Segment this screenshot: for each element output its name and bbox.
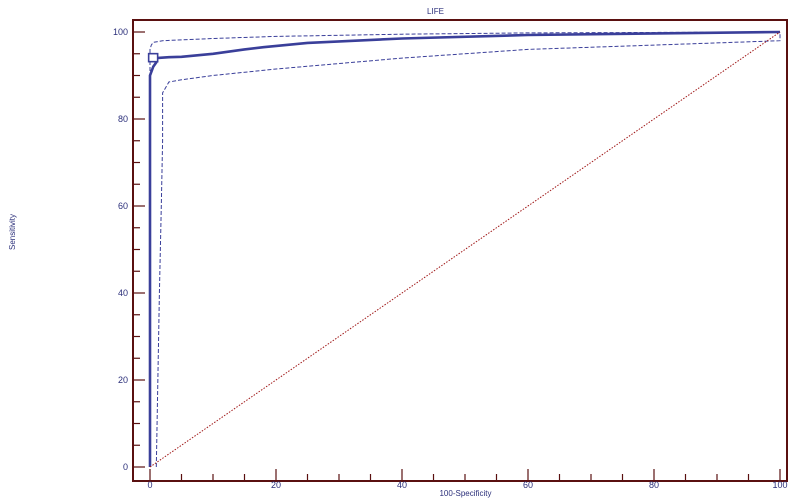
x-tick-label: 60 [523,480,533,490]
chart-title: LIFE [427,7,444,16]
optimal-point-marker [147,52,159,63]
y-tick-label: 60 [118,201,128,211]
x-tick-label: 40 [397,480,407,490]
x-tick-label: 20 [271,480,281,490]
marker-layer [147,52,159,63]
axis-ticks [133,31,781,481]
x-tick-label: 0 [147,480,152,490]
y-tick-label: 80 [118,114,128,124]
plot-frame [132,19,788,482]
series-reference [149,31,781,468]
tick-labels: 0 20 40 60 80 100 0 20 40 60 80 100 [113,27,788,490]
series-ci-lower [155,32,781,468]
series-layer [148,30,781,468]
x-tick-label: 100 [772,480,787,490]
y-tick-label: 40 [118,288,128,298]
y-tick-label: 20 [118,375,128,385]
y-tick-label: 0 [123,462,128,472]
series-roc [148,30,781,467]
y-axis-label: Sensitivity [8,213,17,250]
x-axis-label: 100-Specificity [439,489,492,498]
x-tick-label: 80 [649,480,659,490]
y-tick-label: 100 [113,27,128,37]
